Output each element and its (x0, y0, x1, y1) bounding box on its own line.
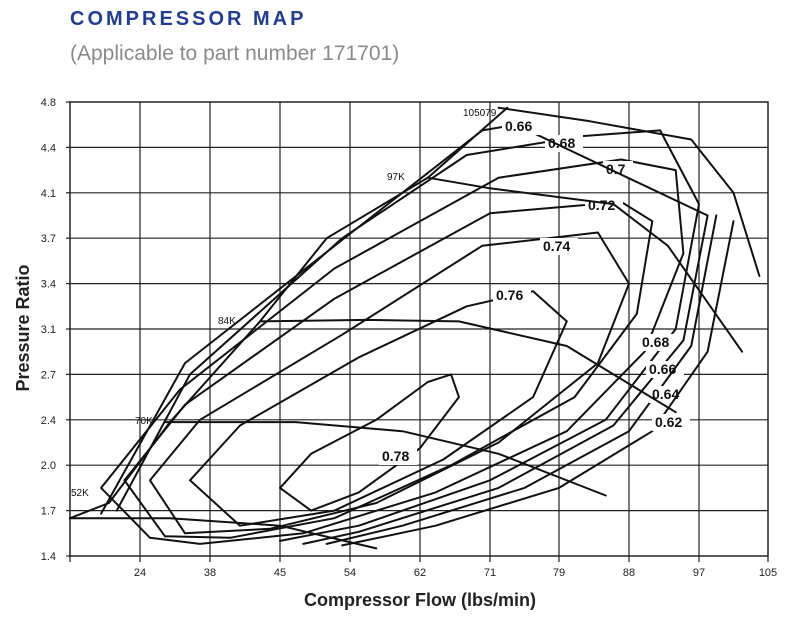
x-axis-label: Compressor Flow (lbs/min) (304, 590, 536, 610)
y-tick-label: 4.1 (41, 188, 56, 200)
y-axis-label: Pressure Ratio (13, 264, 33, 391)
efficiency-label: 0.68 (548, 135, 575, 151)
efficiency-label-bg (649, 386, 687, 403)
y-tick-label: 1.4 (41, 551, 56, 563)
x-tick-label: 71 (484, 567, 496, 579)
efficiency-label: 0.68 (642, 334, 669, 350)
speed-line (497, 106, 761, 277)
x-tick-labels: 24 38 45 54 62 71 79 88 97 105 (134, 567, 777, 579)
efficiency-contour (100, 158, 685, 545)
efficiency-contour (341, 220, 735, 547)
efficiency-label: 0.7 (606, 161, 626, 177)
efficiency-contour (325, 214, 718, 545)
efficiency-label: 0.78 (382, 448, 409, 464)
efficiency-label: 0.74 (543, 238, 570, 254)
efficiency-contour (279, 373, 460, 512)
y-tick-label: 1.7 (41, 506, 56, 518)
speed-lines: 52K 70K 84K 97K 105079 (69, 106, 761, 550)
speed-line (259, 318, 677, 414)
x-tick-label: 38 (204, 567, 216, 579)
speed-line (164, 421, 607, 497)
y-tick-label: 2.7 (41, 369, 56, 381)
efficiency-label-bg (652, 414, 690, 431)
efficiency-contour (115, 129, 700, 542)
grid (66, 101, 769, 562)
speed-line-label: 97K (387, 172, 405, 183)
chart-subtitle: (Applicable to part number 171701) (70, 42, 400, 65)
y-tick-label: 4.4 (41, 142, 56, 154)
efficiency-label: 0.76 (496, 287, 523, 303)
y-tick-label: 3.1 (41, 324, 56, 336)
efficiency-label: 0.62 (655, 414, 682, 430)
x-tick-label: 79 (553, 567, 565, 579)
speed-line (426, 176, 744, 353)
x-tick-label: 62 (414, 567, 426, 579)
y-tick-label: 2.4 (41, 415, 56, 427)
speed-line-label: 84K (218, 316, 236, 327)
x-tick-label: 54 (344, 567, 356, 579)
y-tick-label: 4.8 (41, 97, 56, 109)
surge-line (69, 106, 509, 520)
x-tick-label: 24 (134, 567, 146, 579)
efficiency-label-bg (493, 287, 531, 304)
efficiency-label-bg (540, 238, 578, 255)
efficiency-label: 0.72 (588, 197, 615, 213)
x-tick-label: 45 (274, 567, 286, 579)
x-tick-label: 88 (623, 567, 635, 579)
efficiency-label-bg (502, 118, 540, 135)
efficiency-label: 0.66 (505, 118, 532, 134)
speed-line (69, 517, 378, 550)
x-tick-label: 97 (693, 567, 705, 579)
y-tick-label: 2.0 (41, 460, 56, 472)
y-tick-label: 3.4 (41, 279, 56, 291)
efficiency-contour (100, 123, 709, 545)
speed-line-label: 52K (71, 488, 89, 499)
chart-title: COMPRESSOR MAP (70, 8, 307, 30)
y-tick-label: 3.7 (41, 233, 56, 245)
efficiency-label-bg (603, 161, 633, 178)
efficiency-contour (189, 290, 568, 527)
speed-line-label: 70K (135, 416, 153, 427)
speed-line-label: 105079 (463, 108, 497, 119)
x-tick-label: 105 (759, 567, 777, 579)
efficiency-islands: 0.78 0.76 0.74 0.72 0.7 0.68 0.68 0.66 0.66 0.64 0… (100, 118, 735, 547)
efficiency-label: 0.66 (649, 361, 676, 377)
y-tick-labels: 1.4 1.7 2.0 2.4 2.7 3.1 3.4 3.7 4.1 4.4 4.8 (41, 97, 56, 563)
efficiency-label-bg (646, 361, 684, 378)
efficiency-label-bg (379, 448, 417, 465)
efficiency-label: 0.64 (652, 386, 679, 402)
efficiency-label-bg (639, 334, 677, 351)
efficiency-label-bg (545, 135, 583, 152)
